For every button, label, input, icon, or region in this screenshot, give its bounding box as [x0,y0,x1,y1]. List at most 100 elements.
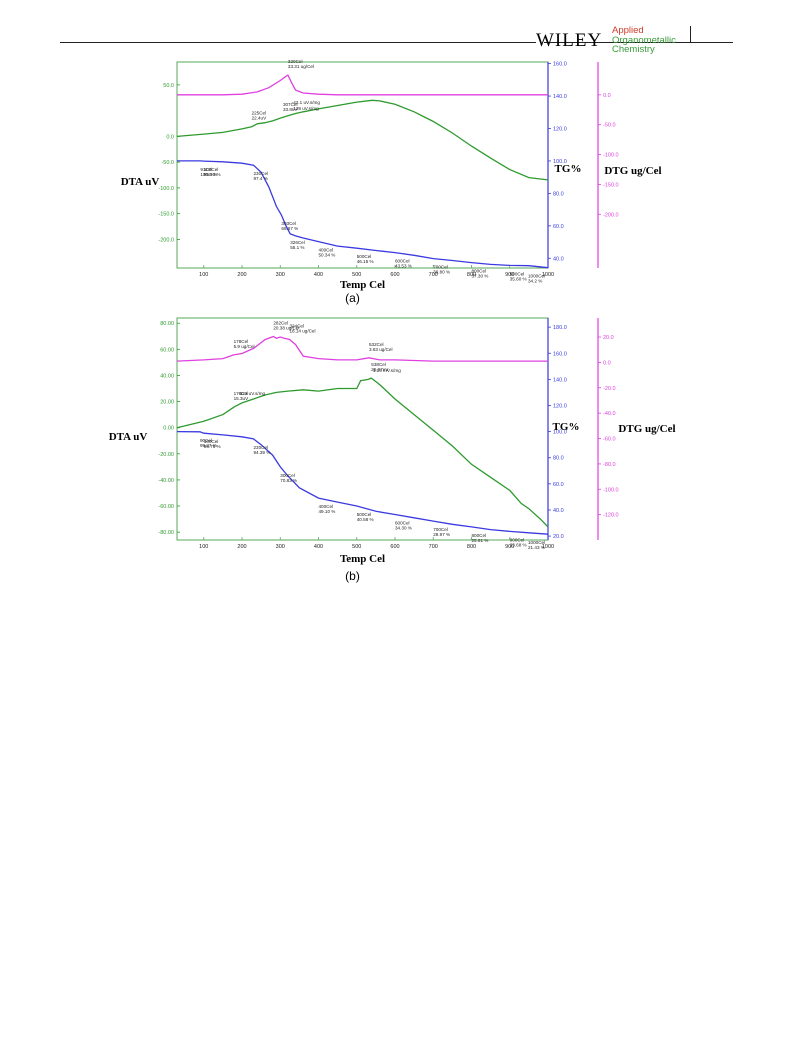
annotation-line: 91Cel [200,167,212,172]
plot-frame [176,61,549,269]
annotation-line: 100.0 % [200,172,217,177]
annotation-line: -1.14 mV.s/mg [371,368,401,373]
annotation-line: 600Cel [395,259,410,264]
tg-tick-label: 160.0 [553,351,567,357]
dta-tick-label: -100.0 [158,186,174,192]
annotation-label: 532Cel 3.63 ug/Cel [369,342,393,352]
annotation-line: 34.30 % [395,526,412,531]
dtg-tick-label: -50.0 [603,123,616,129]
annotation-label: -139 uV.s/mg [292,106,319,111]
annotation-line: 900Cel [510,537,525,542]
plot-frame [176,317,549,541]
annotation-label: 230Cel 94.39 % [253,445,270,455]
annotation-line: 900Cel [510,271,525,276]
dtg-tick-label: -80.0 [603,462,616,468]
annotation-line: 23.68 % [510,542,527,547]
dtg-tick-label: -200.0 [603,212,619,218]
annotation-line: 326Cel [290,240,305,245]
dtg-tick-label: -100.0 [603,153,619,159]
annotation-line: 178Cel [234,339,249,344]
annotation-label: 500Cel 46.15 % [357,254,374,264]
header-rule [60,42,733,43]
annotation-line: 50.34 % [319,253,336,258]
annotation-label: 100Cel 98.76 % [204,439,221,449]
annotation-line: 100Cel [204,439,219,444]
annotation-line: 500Cel [357,254,372,259]
journal-line-3: Chemistry [612,44,655,55]
annotation-line: 99.93 % [204,172,221,177]
tg-tick-label: 160.0 [553,62,567,68]
annotation-line: 307Cel [283,102,298,107]
annotation-line: 18.14 ug/Cel [289,328,315,333]
annotation-line: 3.63 ug/Cel [369,347,393,352]
tg-tick-label: 140.0 [553,377,567,383]
journal-line-1: Applied [612,25,644,36]
annotation-label: 800Cel 37.30 % [472,269,489,279]
annotation-line: 55.1 % [290,245,304,250]
tg-tick-label: 80.0 [553,191,564,197]
annotation-label: 282Cel 20.38 ug/Cel [273,321,299,331]
x-tick-label: 800 [467,544,476,550]
x-tick-label: 200 [237,272,246,278]
dta-tick-label: 20.00 [160,400,174,406]
tg-tick-label: 40.0 [553,256,564,262]
annotation-line: 225Cel [252,111,267,116]
x-tick-label: 400 [314,544,323,550]
annotation-label: 90Cel 99.87 % [200,438,217,448]
annotation-label: -1.14 mV.s/mg [371,368,401,373]
annotation-line: 15.3uV [234,396,249,401]
x-axis-title: Temp Cel [340,279,385,291]
annotation-line: 43.53 % [395,264,412,269]
annotation-line: 25.61 % [472,538,489,543]
annotation-line: -139 uV.s/mg [292,106,319,111]
x-tick-label: 900 [505,272,514,278]
dta-tick-label: -150.0 [158,212,174,218]
annotation-label: 320Cel 33.31 ug/Cel [288,59,314,69]
dtg-tick-label: 0.0 [603,360,611,366]
annotation-line: 303Cel [281,221,296,226]
dta-tick-label: -60.00 [158,504,174,510]
dtg-tick-label: 0.0 [603,93,611,99]
annotation-label: 500Cel 40.58 % [357,512,374,522]
dta-tick-label: 50.0 [163,83,174,89]
annotation-label: 324Cel 18.14 ug/Cel [289,323,315,333]
journal-logo: WILEY Applied Organometallic Chemistry [536,26,676,54]
x-tick-label: 600 [390,272,399,278]
annotation-line: 1000Cel [528,540,545,545]
annotation-line: 28.97 % [433,532,450,537]
x-tick-label: 500 [352,272,361,278]
annotation-line: 94.39 % [253,450,270,455]
annotation-label: 225Cel 22.4uV [252,111,267,121]
annotation-line: 700Cel [433,265,448,270]
annotation-label: -121 uV.s/mg [238,391,265,396]
x-tick-label: 700 [429,272,438,278]
tg-tick-label: 100.0 [553,430,567,436]
dtg-tick-label: -150.0 [603,182,619,188]
annotation-label: 303Cel 66.67 % [281,221,298,231]
annotation-label: 178Cel 5.9 ug/Cel [234,339,255,349]
tg-tick-label: 40.0 [553,508,564,514]
x-tick-label: 500 [352,544,361,550]
annotation-label: 307Cel 33.8uV [283,102,298,112]
dta-curve [176,99,549,181]
x-tick-label: 400 [314,272,323,278]
thermogram-a: 100 200 300 400 500 600 700 800 900 1000 50.0 0.0 -5… [121,59,662,305]
annotation-label: 538Cel 35.97uV [371,362,389,372]
dtg-tick-label: -40.0 [603,411,616,417]
annotation-line: 300Cel [280,473,295,478]
dtg-tick-label: -60.0 [603,437,616,443]
journal-line-2: Organometallic [612,34,676,46]
x-tick-label: 900 [505,544,514,550]
annotation-label: 700Cel 39.80 % [433,265,450,275]
dta-tick-label: -80.00 [158,530,174,536]
dtg-tick-label: -120.0 [603,513,619,519]
annotation-line: 800Cel [472,269,487,274]
annotation-line: 66.67 % [281,226,298,231]
annotation-line: 33.8uV [283,107,298,112]
dtg-axis-title: DTG ug/Cel [604,165,661,177]
annotation-line: 282Cel [273,321,288,326]
annotation-line: 46.15 % [357,259,374,264]
dta-tick-label: -200.0 [158,237,174,243]
annotation-label: 900Cel 23.68 % [510,537,527,547]
x-tick-label: 700 [429,544,438,550]
